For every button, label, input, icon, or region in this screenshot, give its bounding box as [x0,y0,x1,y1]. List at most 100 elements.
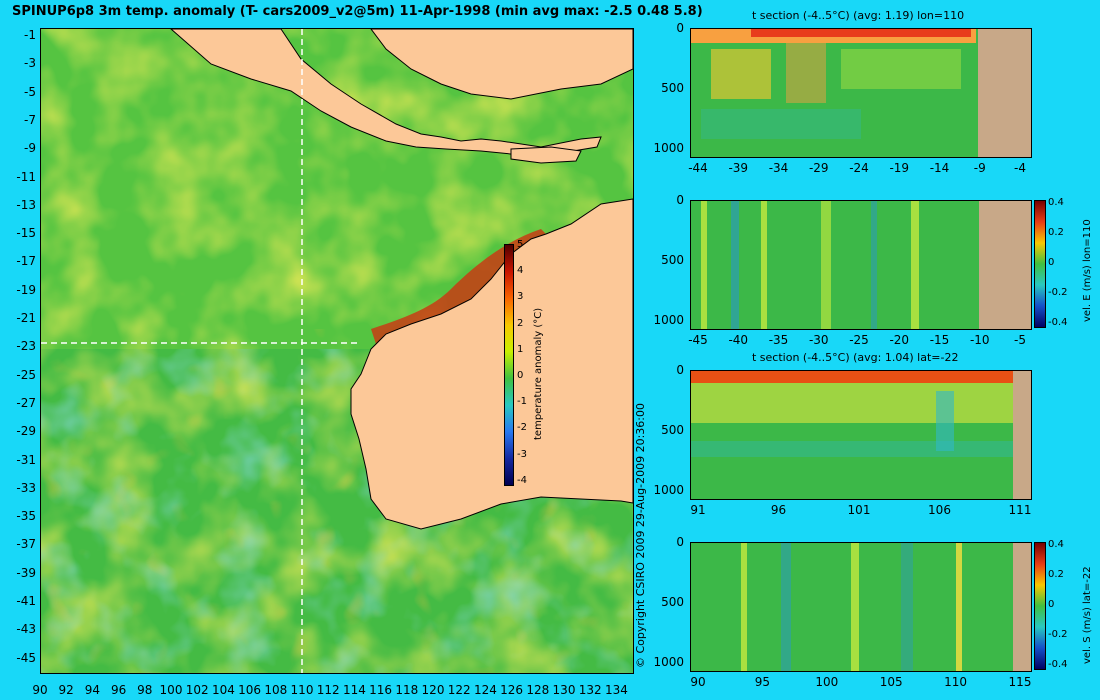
lat-tick: -7 [24,112,36,127]
vel-s-section-lat-22[interactable] [690,542,1032,672]
section-x-tick: -4 [1014,161,1026,175]
vel-e-colorbar-label: vel. E (m/s) lon=110 [1082,219,1093,322]
panel3-title: t section (-4..5°C) (avg: 1.04) lat=-22 [752,351,959,364]
section-x-tick: 111 [1008,503,1032,517]
vel-e-colorbar [1034,200,1046,328]
section-x-tick: -40 [728,333,749,347]
section-x-tick: -44 [688,161,708,175]
lat-tick: -43 [16,622,36,637]
lon-tick: 128 [526,683,550,697]
depth-tick: 500 [661,595,684,609]
lon-tick: 90 [32,683,48,697]
timor-island [510,146,582,164]
lon-tick: 122 [447,683,471,697]
section-x-tick: -9 [973,161,986,175]
lon-tick: 104 [211,683,235,697]
section-colorbar-tick: 0.2 [1048,227,1064,238]
depth-tick: 1000 [653,313,684,327]
panel1-svg [691,29,1031,157]
section-colorbar-tick: -0.2 [1048,287,1068,298]
panel1-title: t section (-4..5°C) (avg: 1.19) lon=110 [752,9,965,22]
lat-tick: -45 [16,650,36,665]
colorbar-tick: -1 [517,396,527,408]
lat-tick: -21 [16,311,36,325]
section-x-tick: 90 [690,675,706,689]
colorbar-tick: 0 [517,370,524,381]
colorbar-tick: 4 [517,265,524,277]
lon-tick: 124 [473,683,497,697]
section-x-tick: 96 [770,503,787,517]
lat-tick: -41 [16,594,36,608]
lon-tick: 100 [159,683,183,697]
section-x-tick: -5 [1014,333,1026,347]
section-colorbar-tick: 0.4 [1048,197,1064,208]
lat-tick: -39 [16,565,36,580]
lon-tick: 130 [552,683,576,697]
colorbar-label: temperature anomaly (°C) [533,307,544,440]
temp-section-lat-22[interactable] [690,370,1032,500]
lat-tick: -23 [16,339,36,354]
section-colorbar-tick: 0.4 [1048,539,1064,550]
lon-tick: 132 [578,683,602,697]
colorbar-tick: -3 [517,448,527,460]
section-x-tick: -30 [808,333,829,347]
lon-tick: 108 [264,683,288,697]
depth-tick: 500 [661,423,684,437]
section-colorbar-tick: -0.4 [1048,659,1068,670]
section-x-tick: -24 [849,161,869,175]
map-svg [41,29,633,673]
vel-s-colorbar-label: vel. S (m/s) lat=-22 [1082,566,1093,664]
section-colorbar-tick: 0 [1048,257,1055,268]
lat-tick: -29 [16,424,36,439]
lat-tick: -31 [16,452,36,467]
indonesia-landmass [170,29,602,156]
lon-tick: 120 [421,683,445,697]
lon-tick: 94 [84,683,101,697]
panel3-svg [691,371,1031,499]
temperature-colorbar [504,244,514,486]
temp-section-lon110[interactable] [690,28,1032,158]
depth-tick: 1000 [653,141,684,155]
lat-tick: -25 [16,367,36,382]
lon-tick: 118 [395,683,419,697]
section-x-tick: 105 [879,675,903,689]
section-x-tick: 115 [1008,675,1032,689]
lat-tick: -35 [16,509,36,524]
section-x-tick: -35 [768,333,789,347]
lon-tick: 92 [58,683,74,697]
colorbar-tick: 3 [517,291,524,303]
lon-tick: 112 [316,683,340,697]
section-x-tick: 95 [754,675,771,689]
section-colorbar-tick: -0.4 [1048,317,1068,328]
lat-tick: -19 [16,282,36,297]
section-colorbar-tick: 0 [1048,599,1055,610]
page-title: SPINUP6p8 3m temp. anomaly (T- cars2009_… [12,4,703,19]
lat-tick: -13 [16,197,36,212]
depth-tick: 0 [676,363,684,377]
depth-tick: 1000 [653,483,684,497]
temperature-anomaly-map[interactable] [40,28,634,674]
lat-tick: -37 [16,537,36,552]
lon-tick: 96 [110,683,127,697]
lon-tick: 114 [342,683,366,697]
section-x-tick: -14 [929,161,950,175]
vel-e-section-lon110[interactable] [690,200,1032,330]
lat-tick: -15 [16,226,36,241]
depth-tick: 1000 [653,655,684,669]
lat-tick: -9 [24,141,36,156]
lat-tick: -11 [16,169,36,184]
lon-tick: 126 [500,683,524,697]
lat-tick: -17 [16,254,36,269]
depth-tick: 0 [676,193,684,207]
colorbar-tick: -4 [517,474,527,486]
section-x-tick: 91 [690,503,706,517]
lon-tick: 134 [604,683,628,697]
borneo-sulawesi-landmass [370,29,633,100]
section-x-tick: -45 [688,333,708,347]
lat-tick: -5 [24,84,36,99]
lon-tick: 106 [238,683,262,697]
lat-tick: -33 [16,480,36,495]
section-x-tick: 106 [928,503,951,517]
section-x-tick: -19 [889,161,910,175]
section-x-tick: 101 [847,503,871,517]
